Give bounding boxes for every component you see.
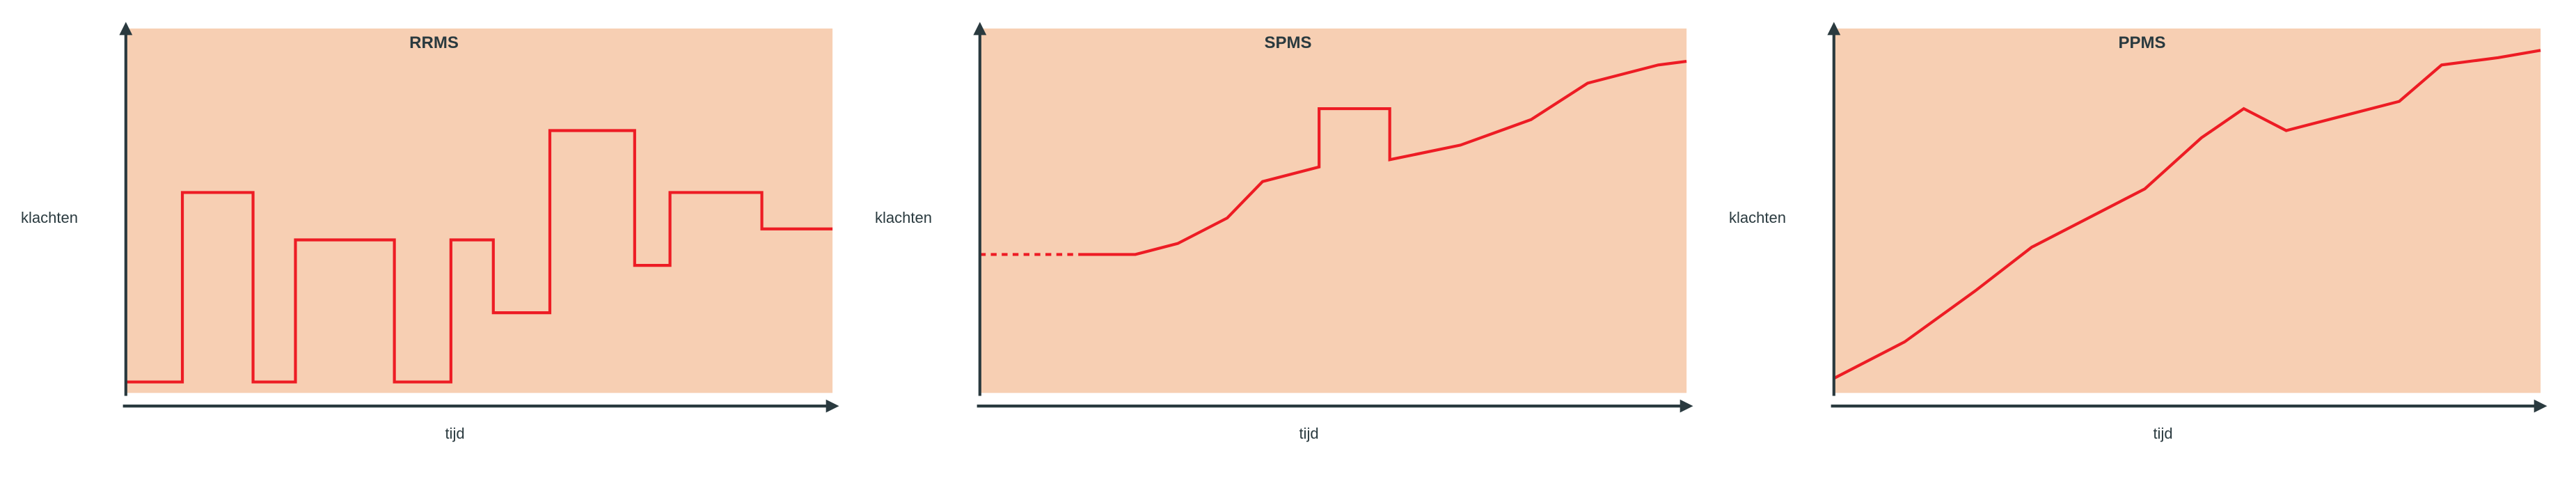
panel-spms: SPMSklachtentijd bbox=[875, 14, 1701, 443]
y-axis-arrow bbox=[119, 22, 132, 36]
chart-wrap: klachten bbox=[875, 14, 1701, 422]
chart-wrap: klachten bbox=[21, 14, 847, 422]
rrms-svg bbox=[82, 14, 847, 422]
plot-bg bbox=[126, 29, 832, 393]
chart-wrap: klachten bbox=[1729, 14, 2555, 422]
x-axis-label: tijd bbox=[63, 425, 847, 443]
plot-bg bbox=[980, 29, 1686, 393]
svg-holder bbox=[1790, 14, 2555, 422]
spms-svg bbox=[936, 14, 1701, 422]
svg-holder bbox=[936, 14, 1701, 422]
x-axis-arrow bbox=[826, 400, 839, 413]
svg-holder bbox=[82, 14, 847, 422]
ppms-svg bbox=[1790, 14, 2555, 422]
y-axis-arrow bbox=[1827, 22, 1840, 36]
x-axis-label: tijd bbox=[917, 425, 1701, 443]
y-axis-label: klachten bbox=[875, 209, 932, 227]
y-axis-label: klachten bbox=[1729, 209, 1786, 227]
x-axis-arrow bbox=[2534, 400, 2547, 413]
x-axis-label: tijd bbox=[1771, 425, 2555, 443]
y-axis-arrow bbox=[973, 22, 986, 36]
y-axis-label: klachten bbox=[21, 209, 78, 227]
x-axis-arrow bbox=[1680, 400, 1693, 413]
panel-rrms: RRMSklachtentijd bbox=[21, 14, 847, 443]
panel-ppms: PPMSklachtentijd bbox=[1729, 14, 2555, 443]
plot-bg bbox=[1834, 29, 2541, 393]
